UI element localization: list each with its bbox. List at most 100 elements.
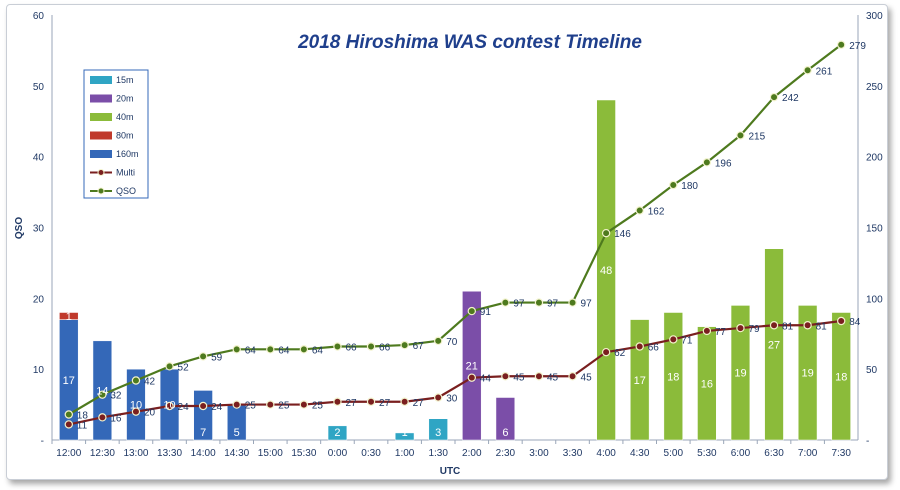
bar-80m [59,312,79,320]
x-tick-label: 14:30 [224,448,249,459]
bar-label-160m: 7 [200,427,206,439]
bar-15m [394,432,415,441]
point-Multi [299,400,309,409]
x-tick-label: 6:00 [731,448,751,459]
x-tick-label: 1:30 [428,448,448,459]
x-tick-label: 4:00 [596,448,616,459]
point-label-QSO: 52 [178,362,190,373]
legend-label-80m: 80m [116,131,134,141]
legend: 15m 20m 40m 80m 160m Multi QSO [83,69,149,199]
bar-label-160m: 5 [234,427,240,439]
point-QSO [601,228,611,238]
legend-label-20m: 20m [116,94,134,104]
x-tick-label: 4:30 [630,448,650,459]
bar-label-40m: 27 [768,339,780,351]
bar-label-40m: 18 [835,371,847,383]
legend-swatch-40m [90,113,112,121]
line-Multi [68,319,842,426]
bar-40m [764,248,784,441]
bar-label-15m: 2 [334,427,340,439]
point-label-Multi: 16 [110,413,122,424]
point-label-QSO: 196 [715,158,732,169]
point-label-Multi: 81 [816,321,828,332]
bar-label-20m: 6 [502,427,508,439]
point-label-Multi: 27 [413,398,425,409]
y2-tick-label: 200 [866,153,883,164]
point-label-Multi: 81 [782,321,794,332]
x-tick-label: 6:30 [764,448,784,459]
x-tick-label: 5:30 [697,448,717,459]
point-label-Multi: 11 [77,420,88,431]
point-Multi [568,372,577,381]
y2-tick-label: 100 [866,294,883,305]
x-tick-label: 3:30 [563,448,583,459]
point-label-Multi: 27 [379,398,391,409]
point-label-Multi: 45 [581,372,593,383]
x-tick-label: 0:30 [361,448,381,459]
point-label-Multi: 84 [849,317,861,328]
point-label-QSO: 66 [345,343,357,354]
point-label-Multi: 45 [513,372,525,383]
bar-label-40m: 17 [634,375,646,387]
x-tick-label: 5:00 [664,448,684,459]
legend-label-QSO: QSO [116,186,136,196]
x-tick-label: 12:30 [90,448,115,459]
point-QSO [333,342,342,351]
bar-label-160m: 10 [130,400,142,412]
point-Multi [366,397,376,406]
legend-label-15m: 15m [116,75,134,85]
point-QSO [736,131,745,140]
point-Multi [98,413,107,422]
bar-label-160m: 10 [163,400,175,412]
bar-40m [663,312,683,441]
point-label-QSO: 64 [278,345,290,356]
x-tick-label: 15:30 [291,448,316,459]
point-label-QSO: 67 [413,341,425,352]
point-QSO [769,92,779,102]
y2-tick-label: 50 [866,365,878,376]
point-QSO [232,345,241,354]
point-label-QSO: 162 [648,207,665,218]
point-label-QSO: 66 [379,343,391,354]
bar-label-40m: 19 [802,368,814,380]
point-label-Multi: 62 [614,348,626,359]
point-QSO [299,345,309,354]
bar-40m [730,305,751,441]
point-QSO [434,336,443,346]
x-tick-label: 7:00 [798,448,818,459]
bar-160m [193,390,213,441]
point-Multi [165,401,174,411]
point-Multi [198,401,208,411]
legend-swatch-15m [90,76,112,84]
point-Multi [232,400,241,409]
y-tick-label: 10 [33,365,45,376]
y-tick-label: 40 [33,153,45,164]
point-label-QSO: 64 [245,345,257,356]
point-Multi [333,397,342,406]
point-Multi [736,323,745,333]
point-label-QSO: 42 [144,377,156,388]
x-tick-label: 3:00 [529,448,549,459]
point-label-QSO: 97 [547,299,559,310]
legend-label-40m: 40m [116,112,134,122]
bar-label-40m: 19 [734,368,746,380]
y-tick-label: - [41,436,44,447]
chart-title: 2018 Hiroshima WAS contest Timeline [297,32,642,53]
x-axis-label: UTC [440,466,461,477]
point-label-QSO: 215 [748,131,765,142]
point-Multi [669,335,678,344]
point-QSO [366,342,376,351]
point-label-Multi: 77 [715,327,727,338]
y2-tick-label: 150 [866,224,883,235]
point-QSO [837,40,846,49]
y-tick-label: 20 [33,294,45,305]
point-label-QSO: 97 [581,299,593,310]
x-tick-label: 7:30 [831,448,851,459]
point-label-QSO: 242 [782,93,799,104]
point-label-Multi: 44 [480,374,492,385]
point-label-Multi: 66 [648,343,660,354]
point-QSO [534,298,544,307]
legend-marker-QSO [97,187,105,195]
point-Multi [467,373,476,382]
point-label-Multi: 20 [144,408,156,419]
